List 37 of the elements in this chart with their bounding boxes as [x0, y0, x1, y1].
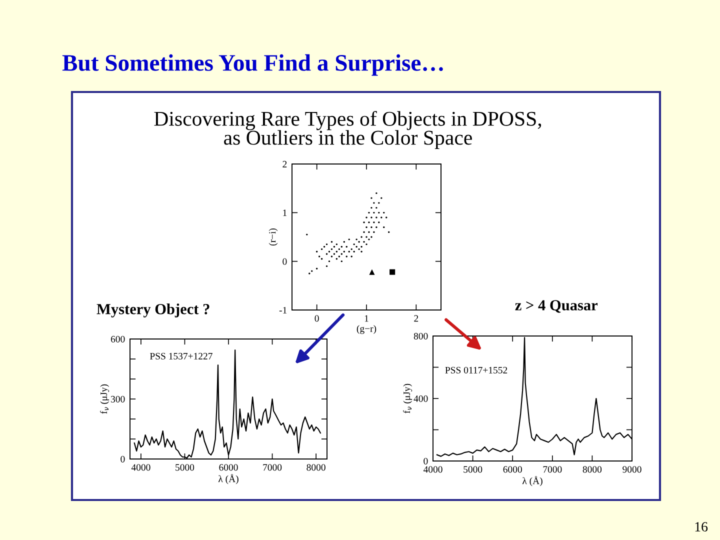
- x-tick-label: 6000: [503, 466, 522, 473]
- x-tick-label: 7000: [543, 466, 562, 473]
- x-tick-label: 1: [364, 315, 368, 322]
- y-tick-label: 0: [424, 458, 428, 464]
- y-tick-label: 800: [414, 332, 428, 340]
- line-series: [436, 337, 632, 457]
- x-tick-label: 5000: [464, 466, 482, 473]
- text: But Sometimes You Find a Surprise…: [62, 54, 443, 76]
- y-tick-label: 0: [120, 456, 125, 462]
- y-tick-label: 400: [414, 395, 428, 402]
- y-tick-label: 2: [282, 160, 287, 168]
- x-tick-label: 9000: [622, 466, 642, 473]
- y-tick-label: 1: [283, 210, 287, 216]
- y-tick-label: 300: [111, 396, 125, 402]
- y-axis-title: (r−i): [268, 228, 278, 246]
- x-tick-label: 7000: [263, 464, 282, 471]
- y-tick-label: -1: [279, 306, 287, 314]
- x-tick-label: 8000: [306, 464, 326, 471]
- chart-title: z > 4 Quasar: [515, 300, 598, 313]
- x-tick-label: 4000: [423, 466, 442, 473]
- x-axis-title: (g−r): [356, 325, 376, 334]
- chart-title: Mystery Object ?: [96, 304, 210, 318]
- chart-title: Discovering Rare Types of Objects in DPOSS, as Outliers in the Color Space: [154, 110, 542, 150]
- y-axis-title: f$_{ν}$ (μJy): [100, 384, 110, 414]
- x-axis-title: λ (Å): [522, 476, 542, 486]
- annotation: PSS 0117+1552: [445, 366, 508, 374]
- y-tick-label: 600: [110, 336, 125, 342]
- y-axis-title: f$_{ν}$ (μJy): [403, 384, 412, 414]
- text: 16: [695, 522, 708, 532]
- x-tick-label: 0: [314, 315, 319, 322]
- x-tick-label: 5000: [176, 464, 194, 471]
- y-tick-label: 0: [282, 258, 287, 265]
- x-axis-title: λ (Å): [218, 474, 238, 484]
- x-tick-label: 4000: [131, 464, 150, 471]
- x-tick-label: 8000: [582, 466, 602, 473]
- x-tick-label: 6000: [219, 464, 238, 471]
- annotation: PSS 1537+1227: [150, 352, 212, 360]
